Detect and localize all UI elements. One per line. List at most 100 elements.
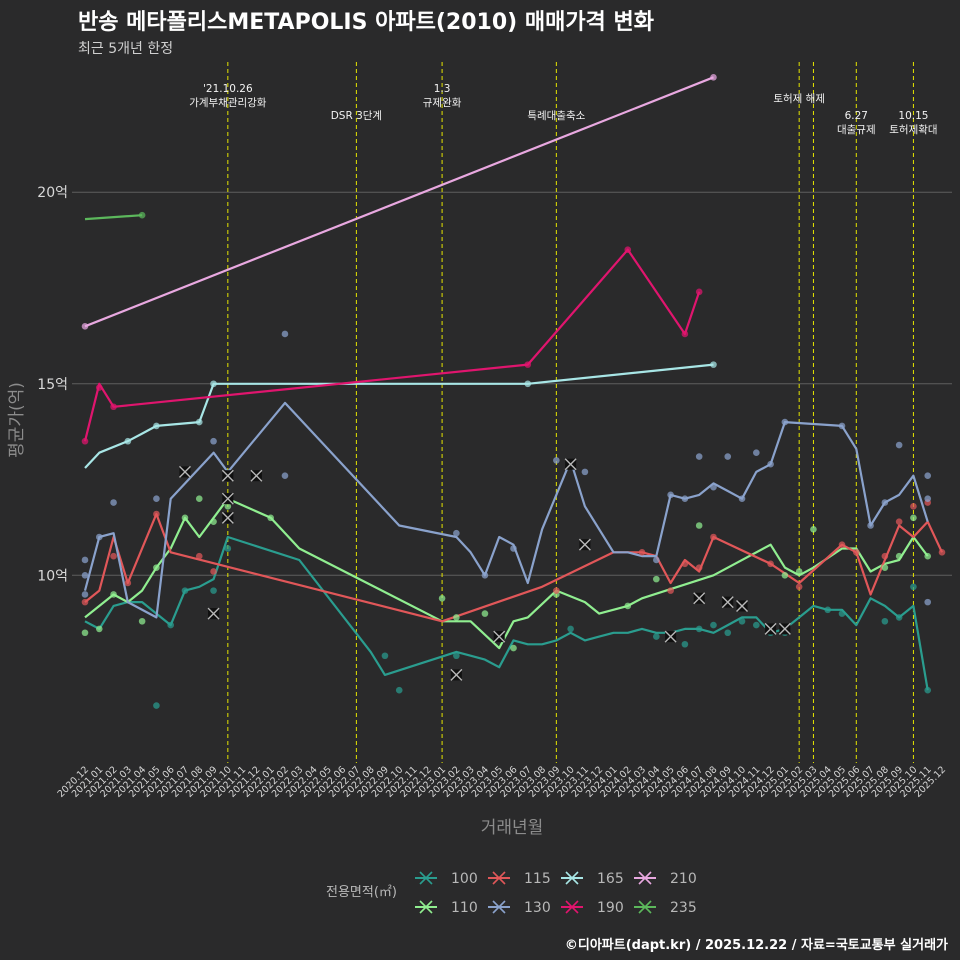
- data-point-100: [395, 686, 403, 694]
- data-point-130: [738, 495, 746, 502]
- cancel-marker-100: [450, 668, 463, 681]
- data-point-100: [210, 587, 217, 594]
- data-point-190: [110, 403, 117, 411]
- data-point-165: [710, 361, 717, 368]
- data-point-100: [181, 587, 189, 594]
- cancel-marker-130: [178, 465, 191, 478]
- legend-item-210: 210: [634, 871, 697, 887]
- data-point-130: [867, 522, 874, 529]
- legend-label: 210: [670, 871, 697, 887]
- data-point-115: [195, 552, 203, 560]
- data-point-110: [210, 518, 217, 525]
- data-point-110: [695, 522, 703, 529]
- data-point-235: [138, 211, 146, 219]
- data-point-110: [924, 552, 932, 560]
- cancel-marker-stroke: [736, 599, 749, 612]
- data-point-130: [153, 495, 160, 502]
- data-point-115: [681, 560, 689, 568]
- data-point-130: [453, 529, 460, 537]
- data-point-110: [624, 602, 632, 610]
- cancel-marker-130: [250, 469, 263, 482]
- cancel-marker-130: [221, 469, 234, 482]
- data-point-115: [895, 518, 903, 525]
- data-point-130: [695, 453, 703, 460]
- data-point-115: [667, 587, 674, 594]
- y-axis-title: 평균가(억): [7, 382, 27, 458]
- data-point-130: [838, 422, 846, 430]
- policy-annotation: '21.10.26: [203, 83, 253, 95]
- policy-annotation: 6.27: [845, 110, 868, 122]
- data-point-110: [481, 610, 489, 617]
- data-point-165: [195, 418, 203, 426]
- data-point-110: [810, 526, 817, 533]
- x-axis-ticks: 2020.122021.012021.022021.032021.042021.…: [56, 764, 949, 800]
- legend-item-115: 115: [488, 871, 551, 887]
- cancel-marker-100: [664, 630, 677, 643]
- legend-label: 100: [451, 871, 478, 887]
- data-point-130: [924, 598, 932, 606]
- legend-swatch-cross: [492, 871, 506, 885]
- data-point-100: [653, 633, 660, 640]
- legend-swatch-cross: [638, 871, 652, 885]
- data-point-115: [153, 510, 160, 518]
- policy-annotation: 1.3: [434, 83, 451, 95]
- legend-item-100: 100: [415, 871, 478, 887]
- data-point-100: [567, 625, 574, 633]
- cancel-marker-stroke: [493, 630, 506, 643]
- data-point-130: [881, 499, 889, 506]
- data-point-130: [767, 460, 774, 468]
- cancel-marker-stroke: [250, 469, 263, 482]
- data-point-190: [95, 384, 103, 391]
- legend-item-165: 165: [561, 871, 624, 887]
- y-tick-label: 15억: [37, 377, 68, 393]
- legend-swatch-cross: [419, 900, 433, 914]
- policy-lines: [227, 62, 914, 763]
- data-point-130: [724, 453, 732, 460]
- data-point-110: [781, 572, 789, 579]
- cancel-marker-130: [721, 596, 734, 609]
- series-line-165: [84, 363, 714, 469]
- data-point-110: [224, 503, 232, 510]
- data-point-100: [710, 621, 717, 629]
- data-point-110: [181, 514, 189, 522]
- data-point-130: [581, 468, 589, 476]
- data-point-110: [138, 617, 146, 625]
- data-point-115: [910, 503, 917, 510]
- data-point-110: [453, 614, 460, 621]
- data-point-100: [167, 621, 174, 629]
- data-point-110: [267, 514, 274, 522]
- cancel-marker-110: [221, 511, 234, 524]
- data-point-130: [667, 491, 674, 499]
- legend-item-130: 130: [488, 900, 551, 916]
- data-point-110: [910, 514, 917, 522]
- legend-title: 전용면적(㎡): [326, 885, 397, 900]
- data-point-115: [124, 579, 132, 587]
- data-point-190: [81, 437, 89, 445]
- cancel-marker-stroke: [578, 538, 591, 551]
- data-point-130: [710, 483, 717, 491]
- data-point-165: [524, 380, 532, 388]
- data-point-130: [110, 499, 117, 506]
- cancel-marker-100: [764, 622, 777, 635]
- data-point-110: [795, 568, 803, 575]
- series-line-210: [84, 76, 714, 328]
- cancel-marker-stroke: [721, 596, 734, 609]
- data-point-165: [124, 437, 132, 445]
- cancel-marker-stroke: [221, 492, 234, 505]
- chart-subtitle: 최근 5개년 한정: [78, 41, 174, 57]
- series-line-100: [84, 535, 929, 691]
- cancel-marker-110: [221, 492, 234, 505]
- data-point-100: [153, 702, 160, 709]
- data-point-130: [553, 457, 560, 464]
- policy-annotation: DSR 3단계: [331, 110, 382, 122]
- legend-item-110: 110: [415, 900, 478, 916]
- data-point-115: [853, 549, 860, 556]
- data-point-115: [638, 549, 646, 556]
- data-point-100: [681, 640, 689, 648]
- data-point-130: [281, 472, 289, 480]
- legend-label: 130: [524, 900, 551, 916]
- policy-annotation: 특례대출축소: [527, 110, 585, 122]
- data-point-100: [895, 614, 903, 621]
